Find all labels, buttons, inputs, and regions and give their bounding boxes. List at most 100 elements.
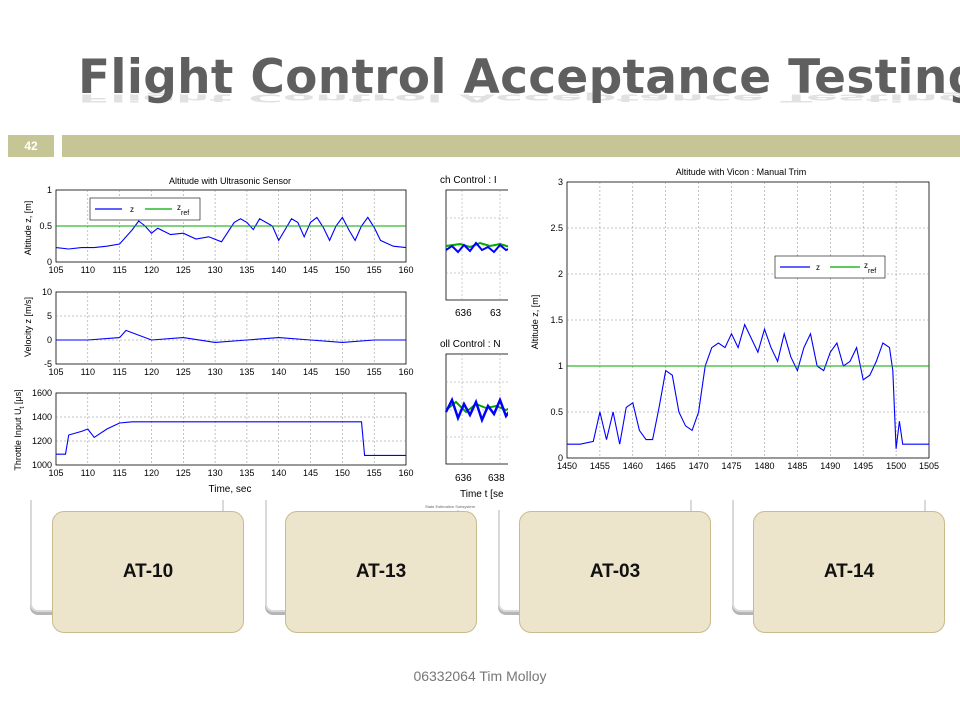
right-legend-zref-label: zref [864, 261, 876, 275]
left-throttle-xtick: 130 [208, 468, 223, 478]
left-velocity-xtick: 160 [398, 367, 413, 377]
card-at-14[interactable]: AT-14 [753, 511, 945, 633]
left-velocity-axes [55, 291, 407, 365]
right-legend-z-label: z [816, 263, 820, 272]
left-velocity-ytick: 0 [47, 335, 52, 345]
left-legend-zref-sub: ref [181, 210, 189, 217]
right-altitude-xtick: 1465 [656, 461, 676, 471]
left-panel3-ylabel: Throttle Input Ut [μs] [13, 389, 26, 470]
middle-bottom-xtick-2: 638 [488, 473, 505, 484]
left-panel2-ylabel: Velocity z [m/s] [23, 297, 33, 357]
page-number: 42 [8, 135, 54, 157]
left-velocity-xtick: 145 [303, 367, 318, 377]
left-velocity-series-0 [56, 329, 406, 343]
right-legend-zref-sub: ref [868, 268, 876, 275]
middle-bottom-title: oll Control : N [440, 339, 501, 350]
left-throttle-ytick: 1200 [32, 436, 52, 446]
left-panel3-ylabel-sub: t [19, 407, 26, 409]
right-altitude-ytick: 3 [558, 177, 563, 187]
left-altitude-xtick: 150 [335, 265, 350, 275]
slide-title: Flight Control Acceptance Testing [78, 50, 960, 105]
title-rule [62, 135, 960, 157]
card-label: AT-14 [823, 561, 875, 582]
right-figure: Altitude with Vicon : Manual Trim Altitu… [508, 158, 939, 498]
left-throttle-xtick: 120 [144, 468, 159, 478]
left-altitude-xtick: 115 [112, 265, 126, 275]
left-throttle-xtick: 150 [335, 468, 350, 478]
left-panel3-ylabel-unit: [μs] [13, 389, 23, 406]
left-throttle-ytick: 1000 [32, 460, 52, 470]
right-legend: z zref [774, 255, 886, 279]
right-altitude-xtick: 1495 [853, 461, 873, 471]
left-panel3-ylabel-main: Throttle Input U [13, 409, 23, 471]
left-altitude-xtick: 145 [303, 265, 318, 275]
left-velocity-xtick: 115 [112, 367, 126, 377]
left-throttle-series-0 [56, 421, 406, 456]
left-velocity-ytick: -5 [44, 359, 52, 369]
right-altitude-xtick: 1505 [919, 461, 939, 471]
right-figure-title: Altitude with Vicon : Manual Trim [676, 167, 806, 177]
middle-caption: State Estimation Subsystem [425, 504, 476, 509]
right-altitude-xtick: 1490 [820, 461, 840, 471]
right-altitude-ytick: 0 [558, 453, 563, 463]
right-altitude-xtick: 1480 [754, 461, 774, 471]
left-throttle-xtick: 140 [271, 468, 286, 478]
left-velocity-xtick: 105 [48, 367, 63, 377]
slide-footer: 06332064 Tim Molloy [413, 668, 547, 684]
left-throttle-ytick: 1600 [32, 388, 52, 398]
left-velocity-xtick: 120 [144, 367, 159, 377]
left-velocity-xtick: 155 [367, 367, 382, 377]
right-altitude-xtick: 1450 [557, 461, 577, 471]
right-altitude-xtick: 1460 [623, 461, 643, 471]
left-throttle-xtick: 160 [398, 468, 413, 478]
middle-top-xtick-2: 63 [490, 308, 502, 319]
right-altitude-series-z [567, 323, 929, 449]
right-altitude-ytick: 1 [558, 361, 563, 371]
left-throttle-xtick: 135 [239, 468, 254, 478]
middle-top-title: ch Control : I [440, 175, 497, 186]
left-throttle-xtick: 155 [367, 468, 382, 478]
left-throttle-xtick: 110 [81, 468, 95, 478]
right-altitude-xtick: 1470 [689, 461, 709, 471]
left-velocity-xtick: 135 [239, 367, 254, 377]
left-altitude-xtick: 125 [176, 265, 191, 275]
left-altitude-xtick: 140 [271, 265, 286, 275]
left-altitude-ytick: 0 [47, 257, 52, 267]
right-altitude-xtick: 1500 [886, 461, 906, 471]
left-velocity-xtick: 130 [208, 367, 223, 377]
left-figure: Altitude with Ultrasonic Sensor Time, se… [10, 163, 420, 495]
right-altitude-xtick: 1485 [787, 461, 807, 471]
left-altitude-xtick: 160 [398, 265, 413, 275]
middle-top-signal-line [445, 241, 521, 254]
left-altitude-xtick: 120 [144, 265, 159, 275]
left-figure-title: Altitude with Ultrasonic Sensor [169, 176, 291, 186]
left-velocity-ytick: 10 [42, 287, 52, 297]
left-throttle-xtick: 105 [48, 468, 63, 478]
left-throttle-xtick: 125 [176, 468, 191, 478]
card-label: AT-03 [589, 561, 641, 582]
right-legend-zref-main: z [864, 261, 868, 270]
card-at-03[interactable]: AT-03 [519, 511, 711, 633]
card-at-13[interactable]: AT-13 [285, 511, 477, 633]
left-altitude-xtick: 135 [239, 265, 254, 275]
left-throttle-ytick: 1400 [32, 412, 52, 422]
card-at-10[interactable]: AT-10 [52, 511, 244, 633]
left-velocity-xtick: 140 [271, 367, 286, 377]
middle-xlabel: Time t [se [460, 489, 504, 500]
left-altitude-ytick: 1 [47, 185, 52, 195]
left-altitude-xtick: 110 [81, 265, 95, 275]
left-velocity-xtick: 150 [335, 367, 350, 377]
left-legend-zref-main: z [177, 203, 181, 212]
left-throttle-xtick: 145 [303, 468, 318, 478]
middle-bottom-xtick-1: 636 [455, 473, 472, 484]
left-throttle-xtick: 115 [112, 468, 126, 478]
middle-top-xtick-1: 636 [455, 308, 472, 319]
left-legend: z zref [89, 197, 201, 221]
left-altitude-xtick: 105 [48, 265, 63, 275]
right-figure-ylabel: Altitude z, [m] [530, 295, 540, 350]
right-altitude-ytick: 2 [558, 269, 563, 279]
right-altitude-ytick: 0.5 [550, 407, 563, 417]
middle-bottom-signal-line [444, 396, 521, 424]
left-altitude-xtick: 130 [208, 265, 223, 275]
